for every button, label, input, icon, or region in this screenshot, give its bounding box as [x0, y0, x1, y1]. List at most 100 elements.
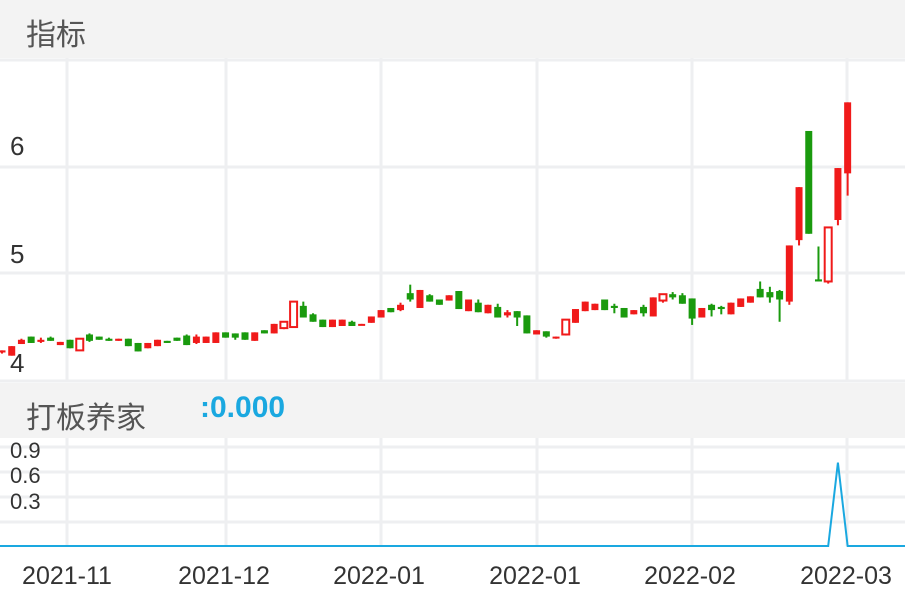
candle-body — [251, 332, 259, 341]
candle — [571, 309, 579, 323]
candle — [75, 337, 85, 352]
candle-body — [212, 332, 220, 343]
ind-y-tick-0.3: 0.3 — [10, 489, 41, 514]
candle — [795, 187, 803, 246]
candle-body — [737, 298, 745, 307]
candle-body — [658, 293, 668, 302]
candle-body — [134, 342, 142, 352]
candle — [192, 334, 200, 345]
candle-body — [766, 292, 774, 298]
candle — [124, 338, 132, 347]
candle-body — [309, 314, 317, 322]
y-tick-6: 6 — [10, 131, 24, 161]
candle-body — [435, 299, 443, 305]
main-panel-title: 指标 — [26, 18, 86, 53]
candle-body — [649, 297, 657, 317]
candle-body — [173, 337, 181, 341]
candle-body — [289, 300, 299, 329]
candle-body — [533, 330, 541, 335]
candle-body — [834, 168, 842, 220]
candle-body — [47, 337, 55, 341]
candle-body — [474, 302, 482, 313]
candle — [406, 284, 414, 302]
candle-body — [358, 323, 366, 326]
candle-body — [66, 339, 74, 349]
candle-body — [397, 304, 405, 311]
candle-body — [75, 337, 85, 352]
candle — [222, 332, 230, 338]
candle — [154, 339, 162, 347]
candle-body — [8, 346, 16, 356]
candle-body — [503, 312, 511, 316]
candle — [805, 130, 813, 234]
candle-body — [805, 130, 813, 234]
candle-body — [231, 333, 239, 338]
candle — [737, 298, 745, 307]
candle — [581, 301, 589, 312]
candle-body — [513, 311, 521, 318]
candle — [289, 300, 299, 329]
candle — [37, 337, 45, 343]
candle-body — [561, 318, 571, 336]
candle-body — [698, 307, 706, 318]
candle — [85, 333, 93, 342]
candle-body — [0, 350, 6, 353]
candle — [202, 336, 210, 343]
candle — [270, 323, 278, 334]
candle-body — [746, 296, 754, 303]
candle — [727, 302, 735, 315]
candle-body — [688, 298, 696, 319]
candle-body — [377, 310, 385, 318]
candle — [338, 319, 346, 326]
candle — [163, 340, 171, 343]
candle — [435, 299, 443, 305]
candle-body — [387, 307, 395, 313]
candle — [416, 289, 424, 308]
candle — [785, 245, 793, 305]
candle-body — [367, 316, 375, 323]
candle-body — [601, 299, 609, 311]
candle — [328, 319, 336, 328]
candle — [251, 332, 259, 341]
candle — [513, 311, 521, 326]
candle-body — [455, 291, 463, 310]
candle — [47, 336, 55, 341]
indicator-chart — [0, 462, 905, 547]
candle-body — [279, 320, 289, 330]
candle — [474, 299, 482, 313]
candle — [717, 305, 725, 315]
candle-body — [620, 307, 628, 318]
candle-body — [144, 342, 152, 349]
candle — [503, 310, 511, 318]
candle — [212, 332, 220, 343]
candle — [105, 337, 113, 341]
candle-body — [756, 288, 764, 298]
candle-body — [669, 294, 677, 298]
candle-body — [552, 336, 560, 339]
candle — [591, 303, 599, 311]
candle — [144, 342, 152, 349]
indicator-panel-header: 打板养家 :0.000 — [0, 383, 905, 438]
candle-body — [445, 295, 453, 301]
candle — [173, 337, 181, 341]
candle-body — [708, 304, 716, 311]
candle-body — [85, 334, 93, 341]
x-tick-label: 2022-01 — [333, 562, 425, 590]
candle — [698, 307, 706, 318]
candle-body — [183, 335, 191, 346]
candle — [494, 303, 502, 318]
candle-body — [844, 102, 852, 174]
candle — [56, 341, 64, 346]
candle-body — [154, 339, 162, 347]
candle-body — [795, 187, 803, 241]
grid — [0, 58, 905, 546]
x-tick-label: 2022-03 — [800, 562, 892, 590]
candle — [279, 320, 289, 330]
candle-body — [115, 338, 123, 341]
candle — [688, 298, 696, 325]
candle — [95, 336, 103, 340]
candle — [746, 296, 754, 303]
candle — [658, 293, 668, 303]
candle-body — [270, 323, 278, 334]
